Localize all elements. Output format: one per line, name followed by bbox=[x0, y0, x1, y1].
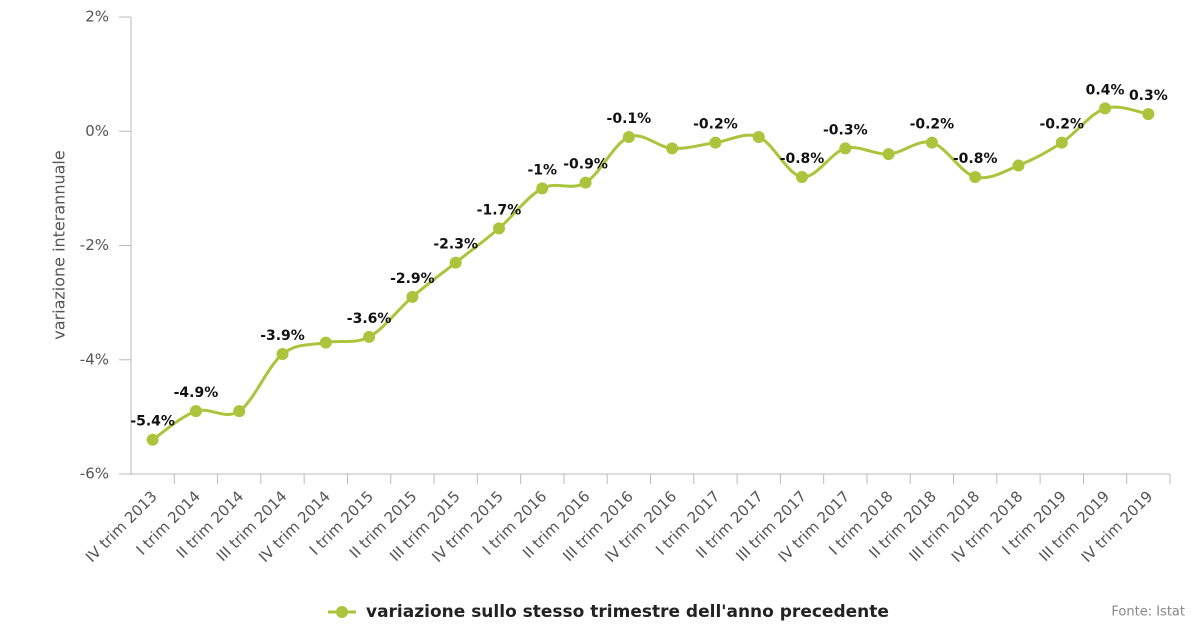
point bbox=[319, 336, 332, 349]
value-label: -3.6% bbox=[347, 311, 392, 327]
legend-label: variazione sullo stesso trimestre dell'a… bbox=[366, 602, 889, 622]
point bbox=[925, 136, 938, 149]
value-label: -0.8% bbox=[780, 151, 825, 167]
value-label: -0.2% bbox=[910, 117, 955, 133]
line bbox=[151, 105, 1149, 441]
point bbox=[233, 405, 246, 418]
legend-marker bbox=[336, 606, 348, 618]
y-axis-label: variazione interannuale bbox=[50, 150, 69, 339]
value-label: -0.9% bbox=[563, 157, 608, 173]
point bbox=[363, 330, 376, 343]
y-tick-label: 0% bbox=[85, 122, 109, 140]
point bbox=[752, 130, 765, 143]
value-label: -0.1% bbox=[607, 111, 652, 127]
value-label: -0.2% bbox=[693, 117, 738, 133]
value-label: 0.4% bbox=[1086, 82, 1125, 98]
point bbox=[492, 222, 505, 235]
point bbox=[449, 256, 462, 269]
point bbox=[579, 176, 592, 189]
point bbox=[666, 142, 679, 155]
point bbox=[1055, 136, 1068, 149]
value-label: -1% bbox=[527, 162, 557, 178]
point bbox=[839, 142, 852, 155]
point bbox=[969, 170, 982, 183]
value-label: -5.4% bbox=[130, 414, 175, 430]
point bbox=[1142, 108, 1155, 121]
y-tick-label: 2% bbox=[85, 8, 109, 26]
point bbox=[1099, 102, 1112, 115]
point bbox=[882, 148, 895, 161]
point bbox=[406, 290, 419, 303]
point bbox=[796, 170, 809, 183]
value-label: 0.3% bbox=[1129, 88, 1168, 104]
value-label: -0.8% bbox=[953, 151, 998, 167]
y-tick-label: -4% bbox=[80, 350, 109, 368]
value-label: -0.3% bbox=[823, 122, 868, 138]
y-tick-label: -2% bbox=[80, 236, 109, 254]
value-label: -2.9% bbox=[390, 271, 435, 287]
point bbox=[622, 130, 635, 143]
value-label: -3.9% bbox=[260, 328, 305, 344]
value-label: -4.9% bbox=[174, 385, 219, 401]
point bbox=[709, 136, 722, 149]
point bbox=[189, 405, 202, 418]
point bbox=[1012, 159, 1025, 172]
point bbox=[146, 433, 159, 446]
point bbox=[536, 182, 549, 195]
source: Fonte: Istat bbox=[1111, 605, 1185, 620]
y-tick-label: -6% bbox=[80, 465, 109, 483]
value-label: -2.3% bbox=[433, 237, 478, 253]
value-label: -0.2% bbox=[1039, 117, 1084, 133]
value-label: -1.7% bbox=[477, 202, 522, 218]
point bbox=[276, 348, 289, 361]
